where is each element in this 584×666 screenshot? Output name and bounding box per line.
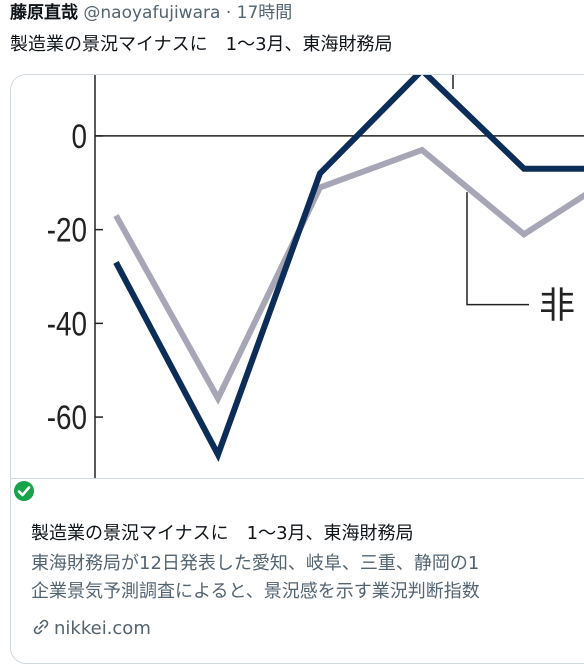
- y-tick-label: -40: [47, 305, 87, 343]
- y-tick-label: -20: [47, 211, 87, 249]
- card-domain[interactable]: nikkei.com: [31, 616, 151, 642]
- card-description: 東海財務局が12日発表した愛知、岐阜、三重、静岡の1 企業景気予測調査によると、…: [31, 550, 584, 606]
- line-chart: 0 -20 -40 -60 非: [47, 75, 584, 478]
- y-tick-label: 0: [71, 117, 87, 155]
- tweet-header: 藤原直哉 @naoyafujiwara · 17時間: [10, 0, 292, 28]
- tweet-text: 製造業の景況マイナスに 1～3月、東海財務局: [10, 34, 393, 55]
- author-handle[interactable]: @naoyafujiwara: [83, 3, 221, 23]
- tweet-timestamp[interactable]: 17時間: [236, 3, 293, 23]
- header-separator: ·: [225, 3, 232, 23]
- card-image[interactable]: 0 -20 -40 -60 非: [11, 75, 584, 479]
- link-card[interactable]: 0 -20 -40 -60 非 製造業の景況マイナスに 1～3月、東海財務局 東海財務局…: [10, 74, 584, 664]
- author-name[interactable]: 藤原直哉: [10, 3, 78, 23]
- series-line: [113, 75, 584, 462]
- link-icon: [33, 619, 49, 635]
- annotation-leader: [466, 192, 529, 306]
- card-title[interactable]: 製造業の景況マイナスに 1～3月、東海財務局: [31, 523, 414, 544]
- check-circle-icon: [14, 481, 34, 501]
- series-line: [113, 146, 584, 405]
- card-domain-text: nikkei.com: [54, 618, 151, 639]
- y-tick-label: -60: [47, 398, 87, 436]
- card-description-line: 企業景気予測調査によると、景況感を示す業況判断指数: [31, 581, 480, 602]
- annotation-label: 非: [539, 286, 575, 327]
- card-description-line: 東海財務局が12日発表した愛知、岐阜、三重、静岡の1: [31, 553, 480, 574]
